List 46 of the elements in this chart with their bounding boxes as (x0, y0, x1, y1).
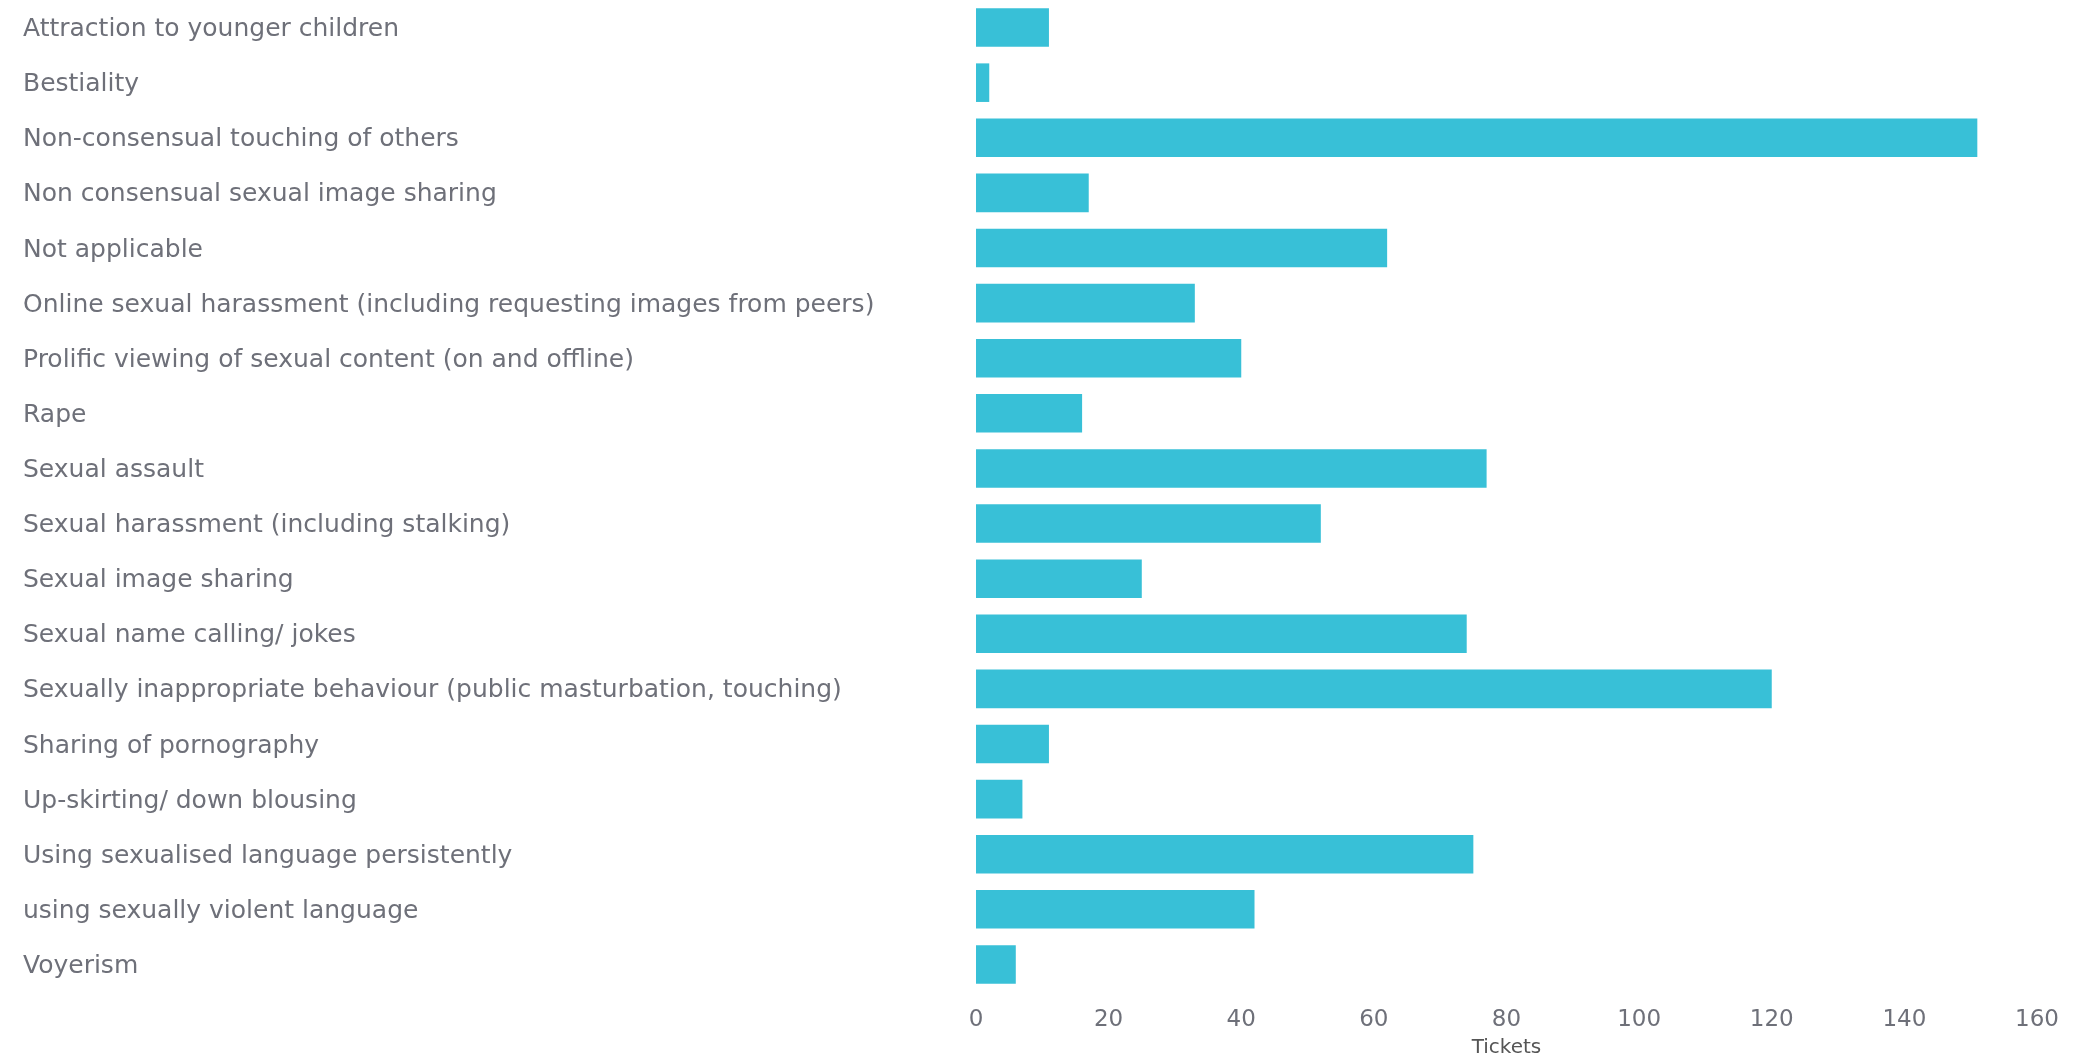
y-tick-label: Online sexual harassment (including requesting images from peers) (23, 288, 875, 318)
bar (976, 614, 1467, 654)
y-tick-label: Bestiality (23, 68, 140, 98)
y-tick-label: using sexually violent language (23, 894, 419, 924)
x-tick-label: 120 (1749, 1004, 1794, 1031)
x-tick-label: 40 (1226, 1004, 1256, 1031)
x-tick-label: 140 (1882, 1004, 1927, 1031)
bar (976, 118, 1978, 158)
y-tick-label: Attraction to younger children (23, 13, 400, 43)
y-tick-label: Using sexualised language persistently (23, 839, 513, 869)
bar (976, 228, 1388, 268)
bar (976, 890, 1255, 929)
bar (976, 8, 1049, 47)
x-tick-label: 160 (2015, 1004, 2059, 1031)
bar (976, 283, 1195, 323)
y-tick-label: Up-skirting/ down blousing (23, 784, 357, 814)
bar (976, 559, 1142, 598)
bar (976, 779, 1023, 819)
x-tick-label: 100 (1617, 1004, 1662, 1031)
bar (976, 945, 1016, 984)
y-tick-label: Voyerism (23, 949, 139, 979)
y-tick-label: Sexual assault (23, 453, 205, 483)
x-tick-label: 20 (1093, 1004, 1124, 1031)
bar (976, 724, 1049, 764)
y-tick-label: Sexual harassment (including stalking) (23, 509, 511, 539)
bar (976, 504, 1321, 543)
x-tick-label: 0 (968, 1004, 984, 1031)
bar (976, 669, 1772, 709)
y-tick-label: Non consensual sexual image sharing (23, 178, 497, 208)
bar (976, 173, 1089, 213)
y-tick-label: Non-consensual touching of others (23, 123, 459, 153)
y-tick-label: Sexually inappropriate behaviour (public masturbation, touching) (23, 674, 842, 704)
y-tick-label: Prolific viewing of sexual content (on and offline) (23, 343, 634, 373)
bar (976, 394, 1083, 433)
x-axis-title: Tickets (1470, 1034, 1542, 1058)
y-tick-label: Not applicable (23, 233, 203, 263)
y-tick-label: Sexual name calling/ jokes (23, 619, 356, 649)
x-tick-label: 60 (1359, 1004, 1389, 1031)
bar (976, 834, 1474, 874)
y-tick-label: Sharing of pornography (23, 729, 320, 759)
x-tick-label: 80 (1491, 1004, 1522, 1031)
bar (976, 449, 1487, 488)
y-tick-label: Rape (23, 398, 87, 428)
bar (976, 63, 990, 102)
y-tick-label: Sexual image sharing (23, 564, 294, 594)
bar (976, 338, 1242, 378)
